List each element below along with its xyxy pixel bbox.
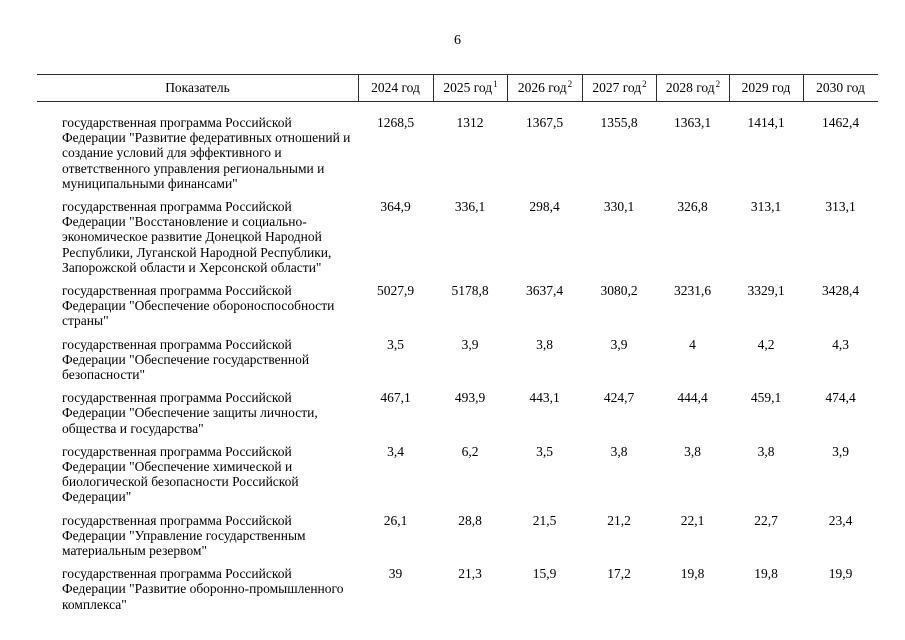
value-cell: 3637,4 <box>525 283 564 299</box>
column-header-2024: 2024 год <box>358 75 433 101</box>
table-header-row: Показатель 2024 год 2025 год 1 2026 год 2 … <box>37 74 878 102</box>
footnote-marker: 2 <box>567 79 573 89</box>
value-cell: 3,8 <box>757 443 775 459</box>
value-cell: 6,2 <box>461 443 479 459</box>
value-cell: 3,5 <box>387 336 404 352</box>
value-cell: 298,4 <box>529 199 560 215</box>
value-cell: 4,3 <box>832 336 849 352</box>
program-name-cell: государственная программа Российской Фед… <box>62 566 344 612</box>
value-cell: 4,2 <box>757 336 775 352</box>
budget-table: Показатель 2024 год 2025 год 1 2026 год 2 … <box>37 74 878 620</box>
table-row: государственная программа Российской Фед… <box>37 513 878 559</box>
column-header-label: 2027 год <box>592 80 642 95</box>
program-name-cell: государственная программа Российской Фед… <box>62 443 299 505</box>
table-row: государственная программа Российской Фед… <box>37 390 878 436</box>
column-header-label: 2024 год <box>371 80 420 95</box>
value-cell: 313,1 <box>750 199 782 215</box>
value-cell: 3,4 <box>387 443 404 459</box>
column-header-indicator: Показатель <box>37 75 358 101</box>
value-cell: 3,9 <box>461 336 479 352</box>
column-header-2025: 2025 год 1 <box>433 75 507 101</box>
table-row: государственная программа Российской Фед… <box>37 283 878 329</box>
value-cell: 330,1 <box>603 199 635 215</box>
table-row: государственная программа Российской Фед… <box>37 337 878 383</box>
program-name-cell: государственная программа Российской Фед… <box>62 512 306 559</box>
value-cell: 3,9 <box>832 443 849 459</box>
program-name-cell: государственная программа Российской Фед… <box>62 336 310 383</box>
value-cell: 474,4 <box>825 390 856 406</box>
value-cell: 19,8 <box>754 566 778 582</box>
table-row: государственная программа Российской Фед… <box>37 444 878 505</box>
value-cell: 1414,1 <box>747 115 785 130</box>
value-cell: 467,1 <box>380 390 411 406</box>
value-cell: 3,8 <box>610 443 628 459</box>
column-header-2027: 2027 год 2 <box>582 75 656 101</box>
value-cell: 5027,9 <box>376 283 415 299</box>
value-cell: 1367,5 <box>525 115 564 130</box>
table-row: государственная программа Российской Фед… <box>37 199 878 275</box>
value-cell: 3231,6 <box>673 283 712 299</box>
value-cell: 1268,5 <box>376 115 415 130</box>
value-cell: 3080,2 <box>600 283 638 299</box>
value-cell: 15,9 <box>532 566 557 582</box>
value-cell: 22,1 <box>680 512 705 528</box>
value-cell: 5178,8 <box>451 283 489 299</box>
table-row: государственная программа Российской Фед… <box>37 566 878 612</box>
footnote-marker: 1 <box>493 79 498 89</box>
value-cell: 1355,8 <box>600 115 638 130</box>
table-body: государственная программа Российской Фед… <box>37 102 878 612</box>
value-cell: 3329,1 <box>747 283 785 299</box>
value-cell: 3,9 <box>610 336 628 352</box>
value-cell: 3,8 <box>536 336 553 352</box>
value-cell: 1462,4 <box>821 115 860 130</box>
program-name-cell: государственная программа Российской Фед… <box>62 199 332 275</box>
footnote-marker: 2 <box>642 79 647 89</box>
value-cell: 21,5 <box>532 512 557 528</box>
program-name-cell: государственная программа Российской Фед… <box>62 115 351 191</box>
value-cell: 17,2 <box>607 566 631 582</box>
column-header-2029: 2029 год <box>729 75 803 101</box>
value-cell: 19,9 <box>828 566 853 582</box>
value-cell: 1312 <box>456 115 484 130</box>
value-cell: 444,4 <box>677 390 708 406</box>
column-header-label: Показатель <box>165 80 230 95</box>
value-cell: 28,8 <box>458 512 482 528</box>
column-header-label: 2026 год <box>517 80 567 95</box>
value-cell: 1363,1 <box>673 115 712 130</box>
value-cell: 4 <box>689 336 696 352</box>
value-cell: 326,8 <box>677 199 708 215</box>
value-cell: 39 <box>388 566 403 582</box>
value-cell: 26,1 <box>383 512 408 528</box>
value-cell: 3428,4 <box>821 283 860 299</box>
value-cell: 23,4 <box>828 512 853 528</box>
value-cell: 19,8 <box>680 566 705 582</box>
column-header-2026: 2026 год 2 <box>507 75 582 101</box>
value-cell: 313,1 <box>825 199 856 215</box>
value-cell: 21,3 <box>458 566 482 582</box>
value-cell: 3,5 <box>536 443 553 459</box>
value-cell: 424,7 <box>603 390 635 406</box>
column-header-label: 2028 год <box>665 80 715 95</box>
table-row: государственная программа Российской Фед… <box>37 115 878 191</box>
footnote-marker: 2 <box>715 79 721 89</box>
column-header-2030: 2030 год <box>803 75 878 101</box>
value-cell: 22,7 <box>754 512 778 528</box>
column-header-label: 2030 год <box>816 80 865 95</box>
program-name-cell: государственная программа Российской Фед… <box>62 390 318 436</box>
page-number: 6 <box>454 33 461 48</box>
value-cell: 3,8 <box>684 443 701 459</box>
value-cell: 443,1 <box>529 390 560 406</box>
value-cell: 459,1 <box>750 390 782 406</box>
value-cell: 493,9 <box>454 390 486 406</box>
value-cell: 336,1 <box>454 199 486 215</box>
value-cell: 21,2 <box>607 512 631 528</box>
column-header-2028: 2028 год 2 <box>656 75 729 101</box>
value-cell: 364,9 <box>380 199 411 215</box>
column-header-label: 2025 год <box>443 80 493 95</box>
column-header-label: 2029 год <box>741 80 791 95</box>
program-name-cell: государственная программа Российской Фед… <box>62 283 335 329</box>
